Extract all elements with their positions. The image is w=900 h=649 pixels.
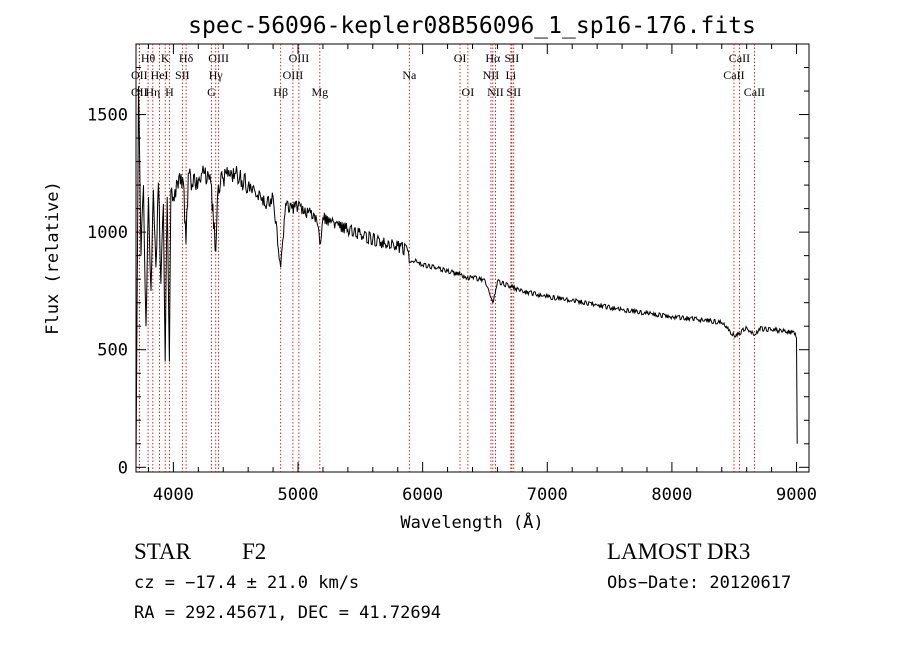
line-marker-label: OIII: [283, 68, 304, 82]
spectrum-line: [135, 86, 798, 468]
line-marker-label: Hδ: [179, 51, 194, 65]
line-marker-label: Hθ: [141, 51, 156, 65]
object-subclass: F2: [242, 539, 267, 564]
chart-title: spec-56096-kepler08B56096_1_sp16-176.fit…: [188, 13, 756, 39]
line-marker-label: Hγ: [209, 68, 224, 82]
line-marker-label: OII: [131, 68, 148, 82]
object-class: STAR: [134, 539, 191, 564]
line-marker-label: OII: [131, 85, 148, 99]
line-marker-label: Mg: [311, 85, 328, 99]
x-tick-label: 8000: [651, 485, 692, 505]
axis-layer: 4000 5000 6000 7000 8000 9000 0 500 1000 1500: [87, 44, 817, 505]
line-marker-label: OIII: [208, 51, 229, 65]
y-tick-label: 1000: [87, 223, 128, 243]
line-marker-label: HeI: [151, 68, 169, 82]
y-axis-label: Flux (relative): [43, 181, 63, 335]
x-tick-label: 6000: [402, 485, 443, 505]
line-marker-label: G: [207, 85, 216, 99]
line-marker-label: OIII: [289, 51, 310, 65]
line-marker-label: CaII: [729, 51, 750, 65]
obs-date-text: Obs−Date: 20120617: [607, 573, 792, 593]
line-marker-label: NII: [483, 68, 500, 82]
line-marker-label: Hβ: [273, 85, 288, 99]
x-tick-label: 5000: [278, 485, 319, 505]
line-marker-label: OI: [462, 85, 475, 99]
line-marker-label: SII: [175, 68, 190, 82]
line-marker-label: K: [161, 51, 170, 65]
line-marker-label: SII: [506, 85, 521, 99]
y-tick-label: 1500: [87, 106, 128, 126]
line-marker-label: Li: [506, 68, 517, 82]
y-tick-label: 0: [118, 458, 128, 478]
line-marker-label: NII: [487, 85, 504, 99]
x-tick-label: 9000: [776, 485, 817, 505]
redshift-text: cz = −17.4 ± 21.0 km/s: [134, 573, 360, 593]
x-tick-label: 7000: [527, 485, 568, 505]
line-marker-label: Na: [402, 68, 417, 82]
plot-frame: [135, 43, 810, 473]
y-tick-label: 500: [97, 341, 128, 361]
line-marker-label: Hη: [145, 85, 160, 99]
x-tick-label: 4000: [153, 485, 194, 505]
line-marker-label: OI: [454, 51, 467, 65]
x-axis-label: Wavelength (Å): [400, 511, 543, 533]
line-marker-label: H: [165, 85, 174, 99]
coordinates-text: RA = 292.45671, DEC = 41.72694: [134, 603, 442, 623]
survey-name: LAMOST DR3: [607, 539, 751, 564]
line-marker-label: SII: [505, 51, 520, 65]
line-marker-label: CaII: [723, 68, 744, 82]
line-marker-label: CaII: [744, 85, 765, 99]
line-marker-label: Hα: [485, 51, 501, 65]
